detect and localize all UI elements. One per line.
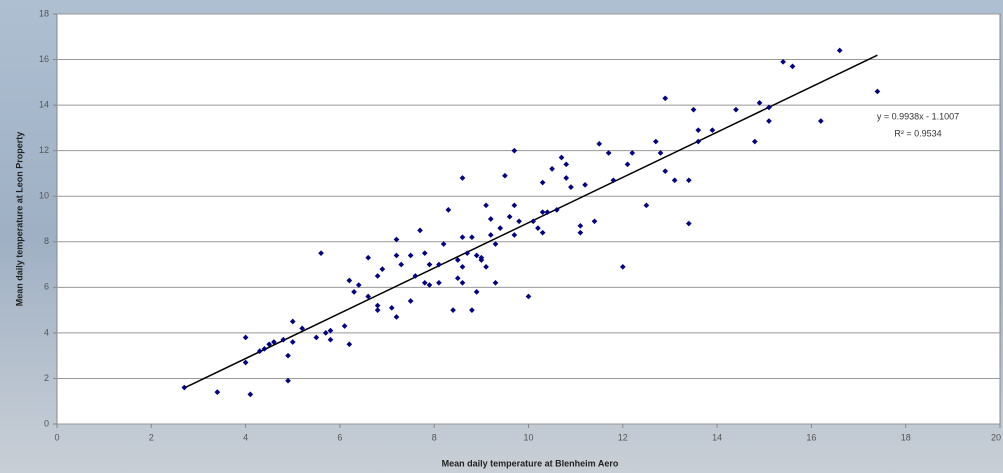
y-tick-label: 2 bbox=[44, 373, 49, 383]
y-tick-label: 16 bbox=[39, 54, 49, 64]
x-tick-label: 6 bbox=[337, 432, 342, 442]
y-tick-label: 12 bbox=[39, 145, 49, 155]
x-tick-label: 8 bbox=[432, 432, 437, 442]
r-squared: R² = 0.9534 bbox=[894, 128, 941, 138]
x-axis-title: Mean daily temperature at Blenheim Aero bbox=[442, 458, 619, 468]
y-tick-label: 10 bbox=[39, 191, 49, 201]
x-tick-label: 20 bbox=[991, 432, 1001, 442]
y-tick-label: 8 bbox=[44, 236, 49, 246]
y-tick-label: 18 bbox=[39, 8, 49, 18]
y-tick-label: 0 bbox=[44, 418, 49, 428]
x-tick-label: 16 bbox=[806, 432, 816, 442]
x-tick-label: 2 bbox=[149, 432, 154, 442]
x-tick-label: 12 bbox=[618, 432, 628, 442]
plot-area bbox=[57, 14, 1000, 424]
x-tick-label: 10 bbox=[523, 432, 533, 442]
x-tick-label: 4 bbox=[243, 432, 248, 442]
x-tick-label: 0 bbox=[54, 432, 59, 442]
y-tick-label: 6 bbox=[44, 282, 49, 292]
y-tick-label: 14 bbox=[39, 99, 49, 109]
y-axis-title: Mean daily temperature at Leon Property bbox=[14, 132, 24, 307]
trendline-equation: y = 0.9938x - 1.1007 bbox=[877, 111, 959, 121]
y-tick-label: 4 bbox=[44, 327, 49, 337]
chart: Mean daily temperature at Blenheim Aero … bbox=[0, 0, 1003, 473]
x-tick-label: 14 bbox=[712, 432, 722, 442]
x-tick-label: 18 bbox=[901, 432, 911, 442]
